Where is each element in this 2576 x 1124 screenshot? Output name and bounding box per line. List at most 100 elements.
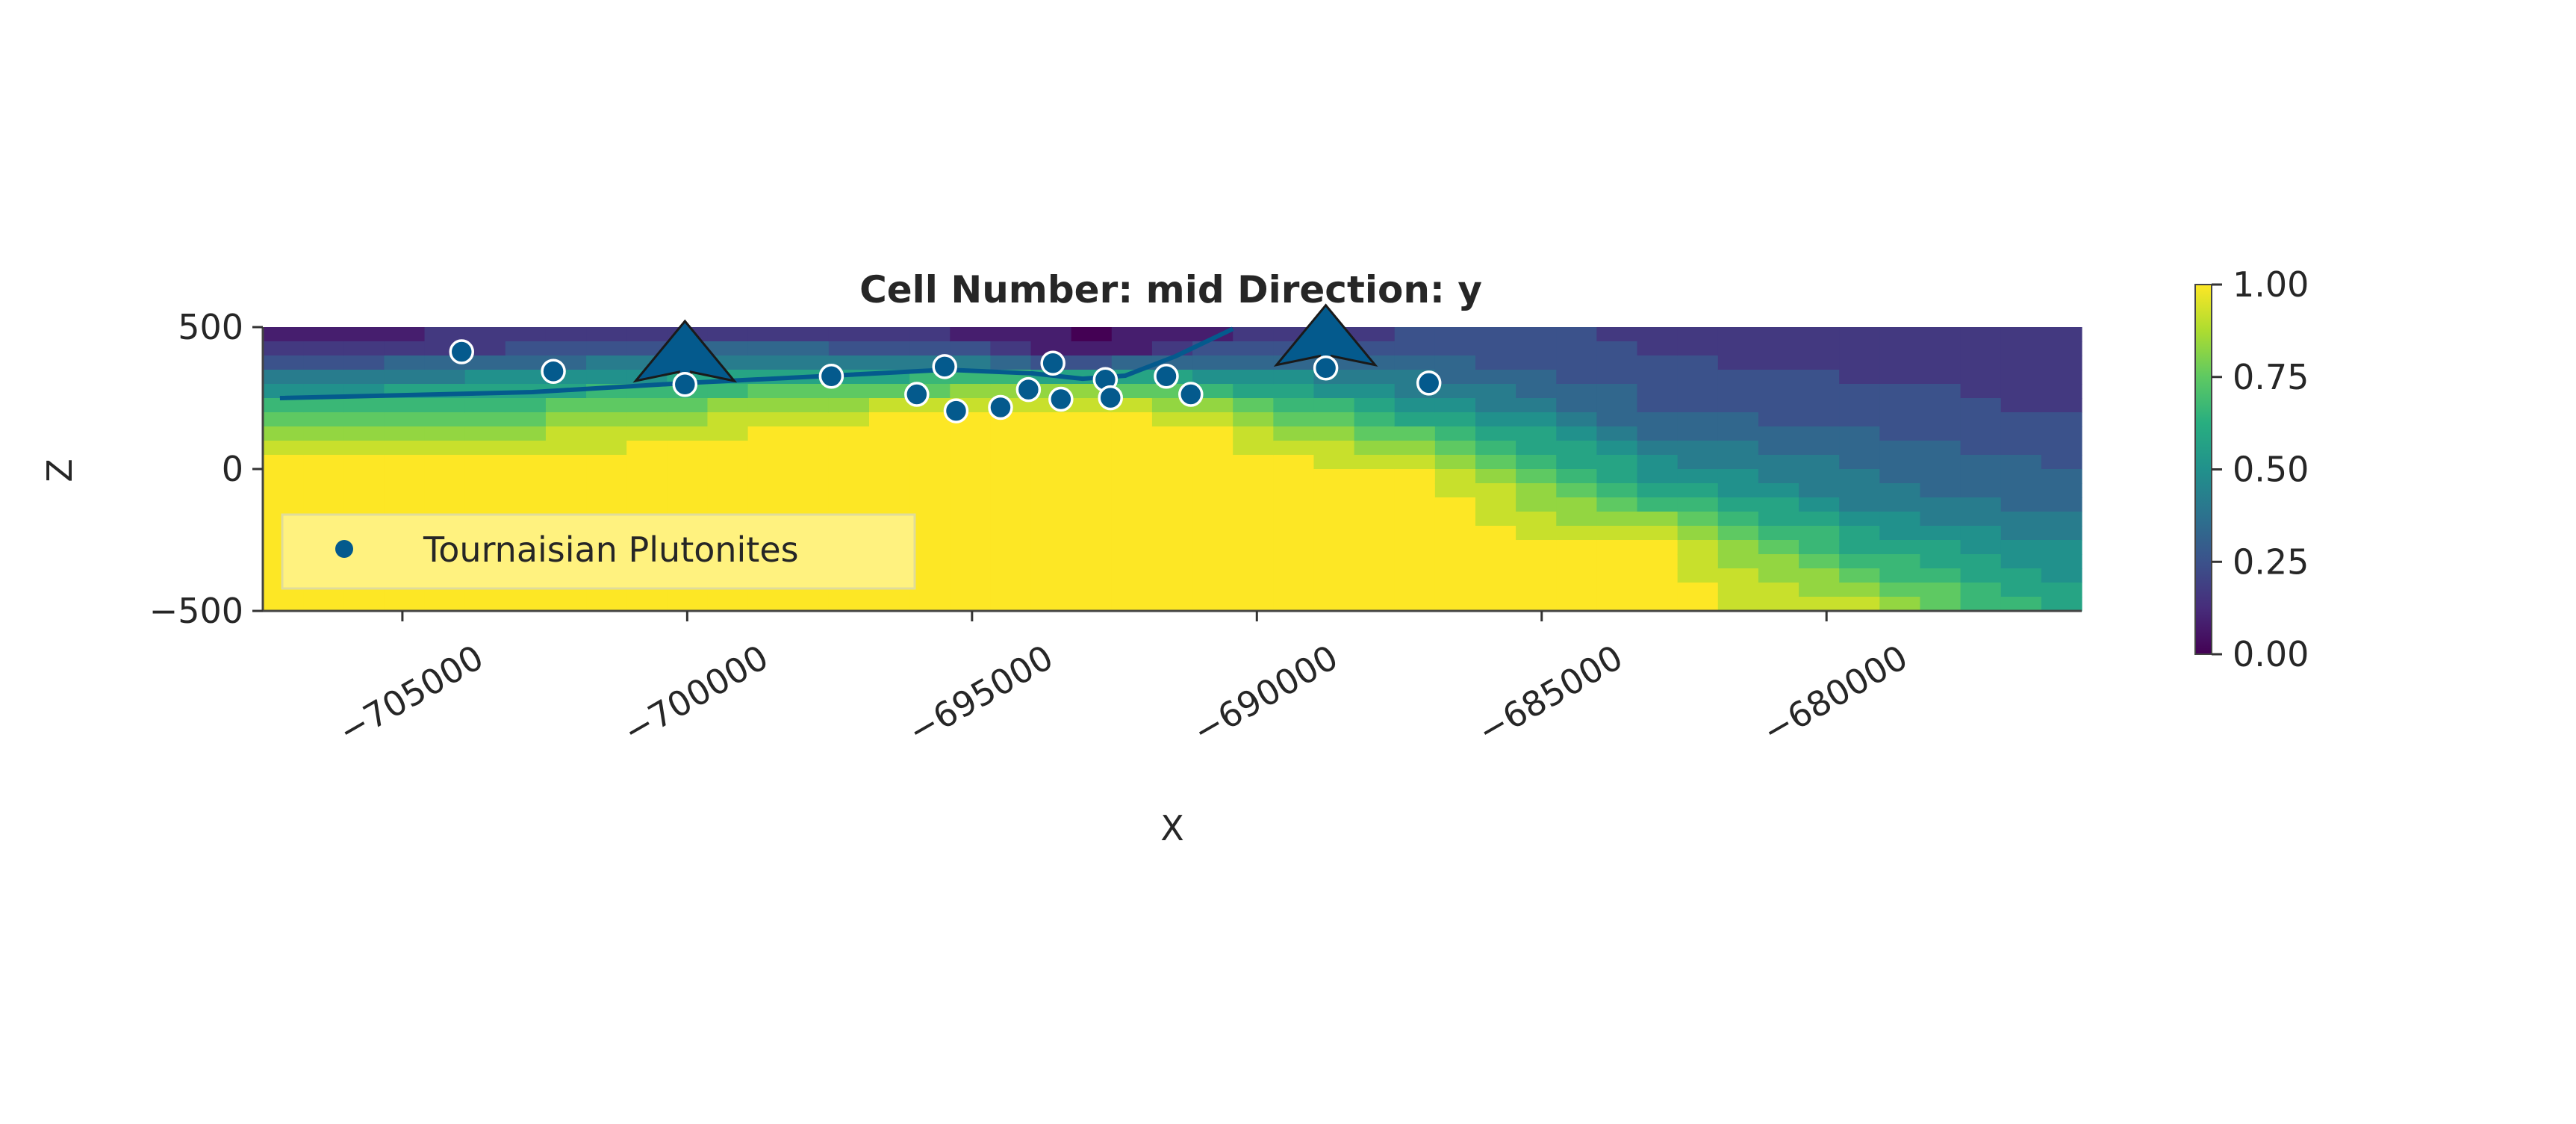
heatmap-cell <box>1799 540 1840 555</box>
heatmap-cell <box>909 455 951 470</box>
heatmap-cell <box>1879 327 1921 342</box>
heatmap-cell <box>1717 526 1759 541</box>
heatmap-cell <box>950 455 991 470</box>
heatmap-cell <box>1920 526 1961 541</box>
heatmap-cell <box>667 455 709 470</box>
heatmap-cell <box>1799 412 1840 427</box>
heatmap-cell <box>1879 370 1921 385</box>
heatmap-cell <box>1516 597 1557 612</box>
heatmap-cell <box>869 469 910 484</box>
heatmap-cell <box>2000 370 2042 385</box>
heatmap-cell <box>1313 426 1355 441</box>
heatmap-cell <box>1960 483 2002 498</box>
heatmap-cell <box>1677 327 1719 342</box>
heatmap-cell <box>2000 583 2042 597</box>
heatmap-cell <box>1758 483 1799 498</box>
heatmap-cell <box>990 441 1032 456</box>
heatmap-cell <box>586 341 627 356</box>
heatmap-cell <box>1556 597 1597 612</box>
heatmap-cell <box>950 483 991 498</box>
heatmap-cell <box>1556 583 1597 597</box>
heatmap-cell <box>1313 398 1355 413</box>
heatmap-cell <box>1475 540 1516 555</box>
heatmap-cell <box>1071 526 1113 541</box>
heatmap-cell <box>869 597 910 612</box>
heatmap-cell <box>1516 398 1557 413</box>
heatmap-cell <box>828 327 870 342</box>
heatmap-cell <box>707 497 749 512</box>
heatmap-cell <box>1556 341 1597 356</box>
heatmap-cell <box>1354 497 1396 512</box>
x-ticks: −705000 −700000 −695000 −690000 −685000 −6800… <box>332 611 1914 752</box>
heatmap-cell <box>1071 583 1113 597</box>
heatmap-cell <box>384 412 426 427</box>
heatmap-cell <box>1717 370 1759 385</box>
heatmap-cell <box>545 483 587 498</box>
colorbar <box>2194 284 2212 655</box>
heatmap-cell <box>1799 497 1840 512</box>
heatmap-cell <box>1030 554 1072 569</box>
heatmap-cell <box>1516 526 1557 541</box>
x-tick-label: −680000 <box>1755 637 1914 752</box>
heatmap-cell <box>950 554 991 569</box>
heatmap-cell <box>424 398 466 413</box>
heatmap-cell <box>1516 327 1557 342</box>
heatmap-cell <box>586 412 627 427</box>
heatmap-cell <box>1799 341 1840 356</box>
surface-line <box>279 326 1234 400</box>
heatmap-cell <box>1960 526 2002 541</box>
heatmap-cell <box>1960 398 2002 413</box>
heatmap-cell <box>909 526 951 541</box>
heatmap-cell <box>303 327 344 342</box>
heatmap-cell <box>990 327 1032 342</box>
heatmap-cell <box>869 341 910 356</box>
heatmap-cell <box>1516 512 1557 527</box>
data-point <box>943 398 969 423</box>
heatmap-cell <box>1839 540 1880 555</box>
heatmap-cell <box>424 412 466 427</box>
heatmap-cell <box>1920 483 1961 498</box>
heatmap-cell <box>1111 327 1153 342</box>
heatmap-cell <box>1273 370 1315 385</box>
heatmap-cell <box>1313 554 1355 569</box>
heatmap-cell <box>1233 568 1274 583</box>
heatmap-cell <box>2041 597 2082 612</box>
heatmap-cell <box>1637 370 1679 385</box>
heatmap-cell <box>788 597 830 612</box>
heatmap-cell <box>1596 441 1638 456</box>
heatmap-cell <box>1475 412 1516 427</box>
heatmap-cell <box>1717 597 1759 612</box>
heatmap-cell <box>1920 597 1961 612</box>
heatmap-cell <box>343 441 385 456</box>
heatmap-cell <box>909 568 951 583</box>
heatmap-cell <box>1030 426 1072 441</box>
heatmap-cell <box>909 327 951 342</box>
heatmap-cell <box>707 327 749 342</box>
x-tick-label: −695000 <box>901 637 1060 752</box>
heatmap-cell <box>1475 512 1516 527</box>
heatmap-cell <box>1879 497 1921 512</box>
heatmap-cell <box>2000 540 2042 555</box>
heatmap-cell <box>1394 568 1436 583</box>
heatmap-cell <box>828 483 870 498</box>
heatmap-cell <box>2041 540 2082 555</box>
heatmap-cell <box>1475 398 1516 413</box>
heatmap-cell <box>586 441 627 456</box>
heatmap-cell <box>1233 469 1274 484</box>
heatmap-cell <box>1151 441 1193 456</box>
heatmap-cell <box>2000 568 2042 583</box>
heatmap-cell <box>1879 341 1921 356</box>
heatmap-cell <box>869 455 910 470</box>
heatmap-cell <box>545 441 587 456</box>
heatmap-cell <box>707 455 749 470</box>
heatmap-cell <box>545 597 587 612</box>
heatmap-cell <box>464 341 506 356</box>
heatmap-cell <box>788 469 830 484</box>
heatmap-cell <box>1717 469 1759 484</box>
heatmap-cell <box>828 426 870 441</box>
heatmap-cell <box>1434 483 1476 498</box>
heatmap-cell <box>384 441 426 456</box>
heatmap-cell <box>626 398 668 413</box>
heatmap-cell <box>505 398 547 413</box>
x-tick-label: −685000 <box>1471 637 1629 752</box>
